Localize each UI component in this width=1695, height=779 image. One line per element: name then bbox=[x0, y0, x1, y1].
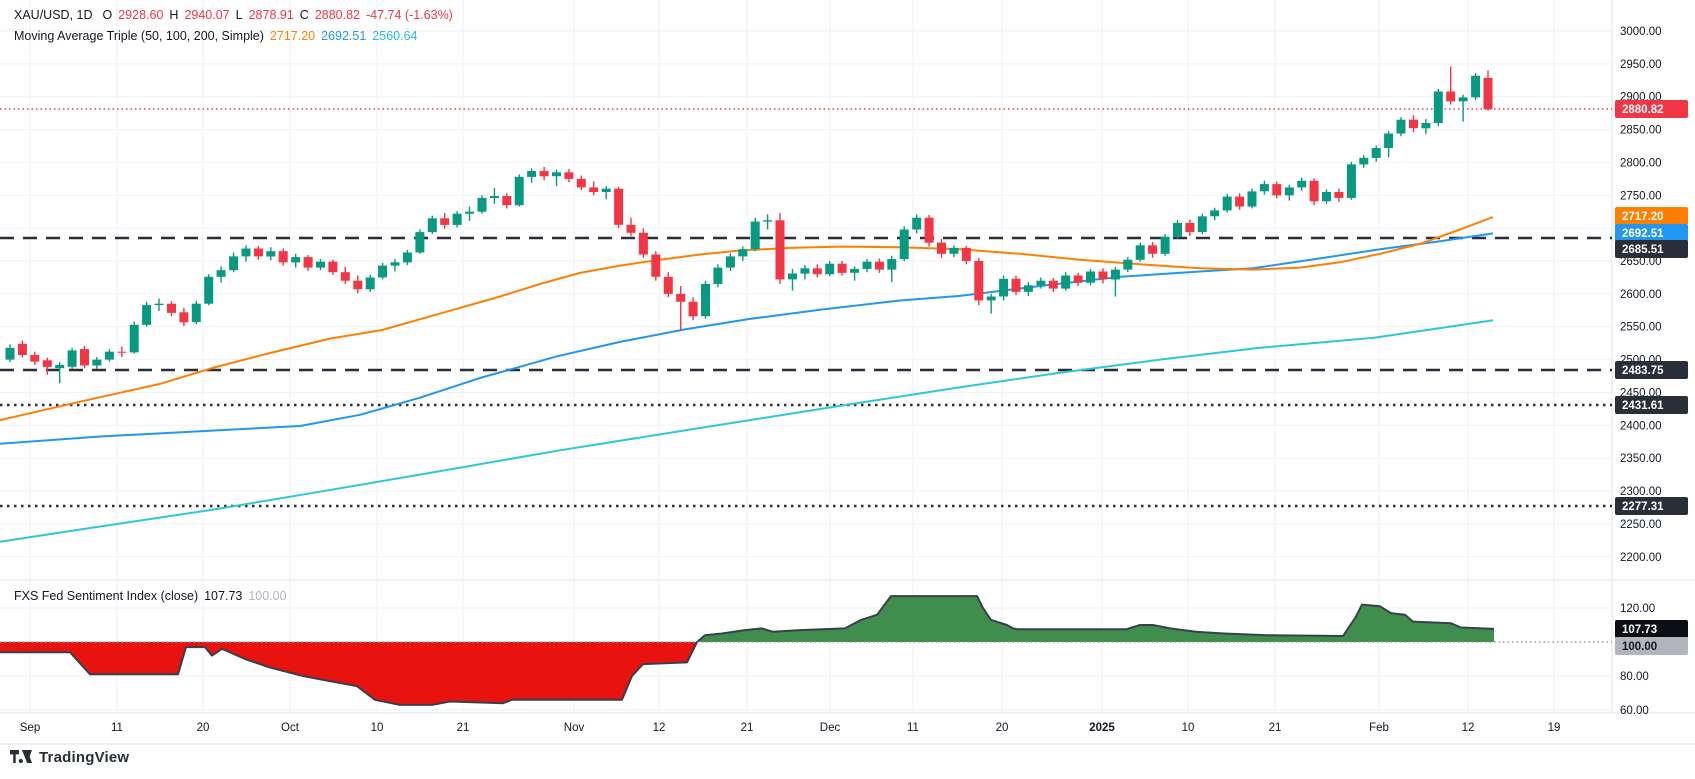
high-label: H bbox=[169, 8, 179, 22]
ma100-value: 2692.51 bbox=[321, 29, 367, 43]
svg-text:3000.00: 3000.00 bbox=[1620, 26, 1662, 38]
tradingview-logo[interactable]: TradingView bbox=[10, 749, 129, 766]
svg-text:80.00: 80.00 bbox=[1620, 671, 1649, 683]
svg-text:Sep: Sep bbox=[20, 722, 40, 734]
svg-text:2277.31: 2277.31 bbox=[1622, 501, 1664, 513]
symbol-legend[interactable]: XAU/USD, 1D O 2928.60 H 2940.07 L 2878.9… bbox=[14, 8, 453, 22]
sentiment-baseline-value: 100.00 bbox=[248, 589, 287, 603]
svg-text:20: 20 bbox=[197, 722, 210, 734]
sentiment-legend[interactable]: FXS Fed Sentiment Index (close) 107.73 1… bbox=[14, 589, 287, 603]
tradingview-logo-text: TradingView bbox=[39, 749, 130, 766]
svg-text:2800.00: 2800.00 bbox=[1620, 157, 1662, 169]
svg-text:2692.51: 2692.51 bbox=[1622, 228, 1664, 240]
svg-text:11: 11 bbox=[111, 722, 123, 734]
svg-text:2750.00: 2750.00 bbox=[1620, 190, 1662, 202]
low-label: L bbox=[235, 8, 243, 22]
ma-legend[interactable]: Moving Average Triple (50, 100, 200, Sim… bbox=[14, 29, 417, 43]
sentiment-area bbox=[0, 595, 1612, 706]
svg-text:2300.00: 2300.00 bbox=[1620, 486, 1662, 498]
svg-text:100.00: 100.00 bbox=[1622, 641, 1657, 653]
svg-text:2250.00: 2250.00 bbox=[1620, 519, 1662, 531]
svg-text:21: 21 bbox=[1269, 722, 1282, 734]
sentiment-value: 107.73 bbox=[204, 589, 243, 603]
svg-text:60.00: 60.00 bbox=[1620, 705, 1649, 717]
symbol-title: XAU/USD, 1D bbox=[14, 8, 93, 22]
svg-text:2685.51: 2685.51 bbox=[1622, 244, 1664, 256]
svg-text:2431.61: 2431.61 bbox=[1622, 400, 1664, 412]
svg-text:Feb: Feb bbox=[1369, 722, 1389, 734]
close-value: 2880.82 bbox=[314, 8, 360, 22]
sentiment-legend-label: FXS Fed Sentiment Index (close) bbox=[14, 589, 199, 603]
svg-text:10: 10 bbox=[1182, 722, 1195, 734]
svg-text:2717.20: 2717.20 bbox=[1622, 211, 1664, 223]
svg-text:11: 11 bbox=[907, 722, 919, 734]
high-value: 2940.07 bbox=[184, 8, 230, 22]
svg-text:2483.75: 2483.75 bbox=[1622, 365, 1664, 377]
svg-text:12: 12 bbox=[1462, 722, 1475, 734]
svg-text:2550.00: 2550.00 bbox=[1620, 322, 1662, 334]
ma200-line bbox=[0, 319, 1494, 543]
svg-text:Dec: Dec bbox=[820, 722, 841, 734]
svg-text:120.00: 120.00 bbox=[1620, 603, 1655, 615]
ma50-value: 2717.20 bbox=[269, 29, 316, 43]
svg-text:2400.00: 2400.00 bbox=[1620, 420, 1662, 432]
candles-layer bbox=[5, 66, 1493, 384]
svg-text:Nov: Nov bbox=[564, 722, 585, 734]
svg-text:107.73: 107.73 bbox=[1622, 624, 1657, 636]
svg-text:19: 19 bbox=[1548, 722, 1561, 734]
svg-text:Oct: Oct bbox=[281, 722, 300, 734]
close-label: C bbox=[299, 8, 309, 22]
price-chart-canvas[interactable]: 3000.002950.002900.002850.002800.002750.… bbox=[0, 0, 1695, 745]
svg-text:10: 10 bbox=[371, 722, 384, 734]
price-badges: 2880.82 2717.20 2692.51 2685.51 2483.75 2431.… bbox=[1615, 100, 1688, 655]
panel-borders bbox=[0, 0, 1695, 745]
open-value: 2928.60 bbox=[118, 8, 164, 22]
svg-text:12: 12 bbox=[653, 722, 666, 734]
svg-text:21: 21 bbox=[741, 722, 754, 734]
svg-text:20: 20 bbox=[996, 722, 1009, 734]
level-lines bbox=[0, 108, 1612, 508]
change-value: -47.74 (-1.63%) bbox=[366, 8, 453, 22]
svg-text:2850.00: 2850.00 bbox=[1620, 125, 1662, 137]
svg-text:2950.00: 2950.00 bbox=[1620, 59, 1662, 71]
grid-layer bbox=[0, 0, 1612, 713]
ma50-line bbox=[0, 216, 1494, 422]
svg-text:2200.00: 2200.00 bbox=[1620, 552, 1662, 564]
svg-text:2650.00: 2650.00 bbox=[1620, 256, 1662, 268]
tradingview-logo-icon bbox=[10, 750, 32, 764]
ma200-value: 2560.64 bbox=[372, 29, 418, 43]
time-axis[interactable]: Sep 11 20 Oct 10 21 Nov 12 21 Dec 11 20 2025 10 21 Feb 1… bbox=[20, 722, 1561, 734]
svg-text:2025: 2025 bbox=[1089, 722, 1115, 734]
ma100-line bbox=[0, 232, 1494, 445]
svg-text:2600.00: 2600.00 bbox=[1620, 289, 1662, 301]
svg-text:2350.00: 2350.00 bbox=[1620, 453, 1662, 465]
svg-text:2880.82: 2880.82 bbox=[1622, 104, 1664, 116]
svg-text:21: 21 bbox=[457, 722, 470, 734]
ma-legend-label: Moving Average Triple (50, 100, 200, Sim… bbox=[14, 29, 264, 43]
open-label: O bbox=[102, 8, 113, 22]
low-value: 2878.91 bbox=[248, 8, 294, 22]
